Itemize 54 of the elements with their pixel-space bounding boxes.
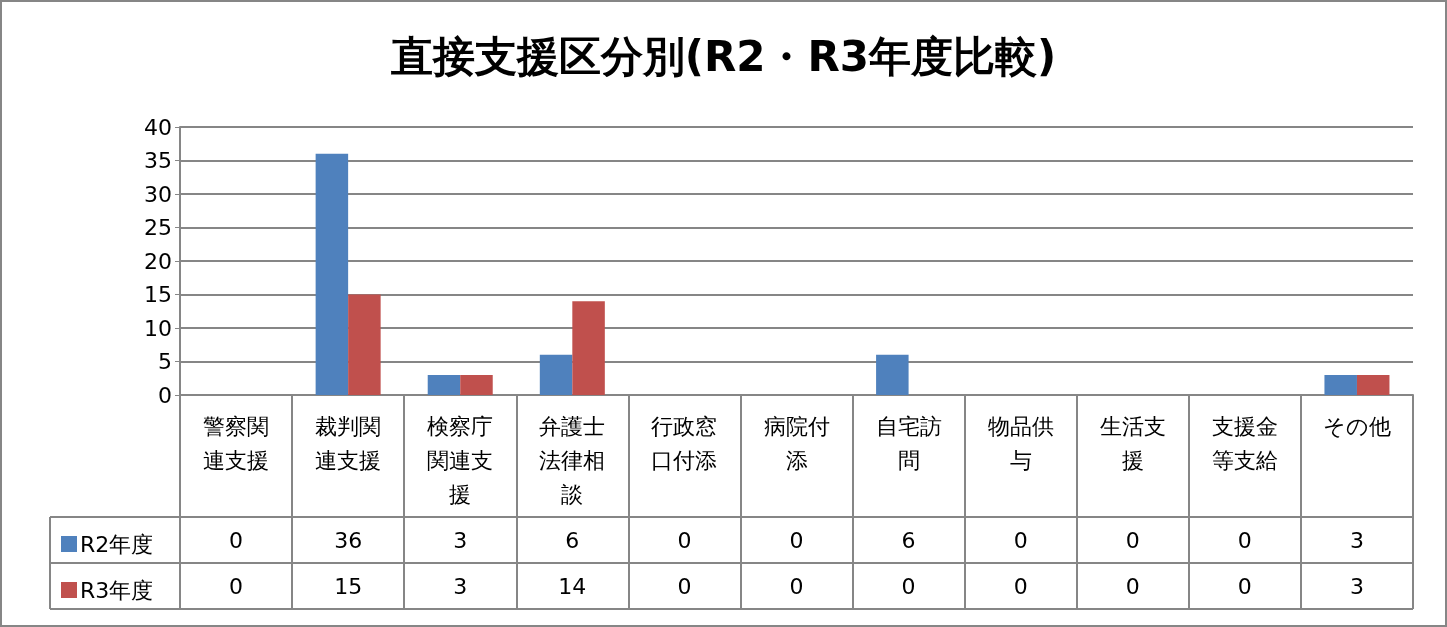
data-label: 0 (1013, 527, 1028, 553)
legend-label: R3年度 (80, 577, 154, 603)
data-label: 0 (1013, 573, 1028, 599)
data-label: 6 (901, 527, 916, 553)
y-tick-label: 10 (144, 315, 172, 341)
y-tick-label: 15 (144, 282, 172, 307)
chart-title: 直接支援区分別(R2・R3年度比較) (389, 31, 1057, 81)
data-label: 0 (789, 527, 804, 553)
legend-label: R2年度 (80, 531, 154, 557)
data-label: 0 (789, 573, 804, 599)
bar (427, 374, 461, 395)
x-tick-label: 検察庁関連支援 (427, 413, 494, 507)
data-label: 3 (453, 573, 468, 599)
data-label: 14 (558, 573, 587, 599)
bar (460, 374, 493, 395)
data-label: 3 (453, 527, 468, 553)
data-label: 0 (229, 573, 244, 599)
y-tick-label: 0 (158, 382, 172, 408)
x-tick-label: 自宅訪問 (875, 413, 942, 473)
data-label: 0 (1237, 527, 1252, 553)
data-label: 3 (1349, 573, 1364, 599)
x-tick-label: 裁判関連支援 (315, 413, 382, 473)
bar (1324, 374, 1357, 395)
y-tick-label: 30 (144, 181, 172, 207)
x-tick-label: 生活支援 (1099, 413, 1166, 473)
y-tick-label: 25 (144, 215, 172, 240)
data-label: 15 (334, 573, 363, 599)
data-label: 0 (1125, 573, 1140, 599)
x-tick-label: 行政窓口付添 (651, 413, 718, 473)
x-tick-label: 弁護士法律相談 (539, 413, 606, 507)
x-tick-label: その他 (1322, 413, 1391, 439)
x-tick-label: 支援金等支給 (1211, 413, 1278, 473)
bar (315, 153, 349, 395)
data-label: 0 (677, 527, 692, 553)
data-label: 0 (1237, 573, 1252, 599)
y-tick-label: 5 (158, 349, 172, 374)
data-label: 6 (565, 527, 580, 553)
x-tick-label: 物品供与 (987, 413, 1054, 473)
x-tick-label: 病院付添 (763, 413, 830, 473)
data-label: 0 (229, 527, 244, 553)
data-label: 36 (334, 527, 363, 553)
bar (348, 294, 381, 395)
y-tick-label: 20 (144, 248, 172, 274)
bar (572, 301, 605, 395)
y-tick-label: 40 (144, 114, 172, 140)
data-label: 3 (1349, 527, 1364, 553)
data-label: 0 (677, 573, 692, 599)
bar (539, 354, 573, 395)
x-tick-label: 警察関連支援 (203, 413, 270, 473)
y-tick-label: 35 (144, 148, 172, 173)
data-label: 0 (1125, 527, 1140, 553)
bar (1356, 374, 1390, 395)
bar (876, 354, 909, 395)
data-label: 0 (901, 573, 916, 599)
